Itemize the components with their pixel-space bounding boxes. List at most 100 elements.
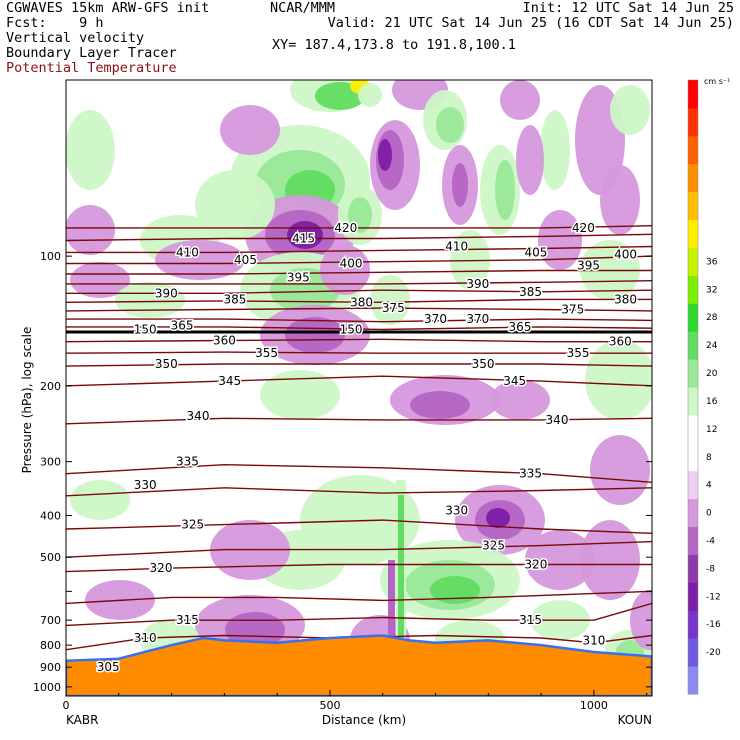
theta-label: 310	[582, 633, 605, 647]
init-time: Init: 12 UTC Sat 14 Jun 25	[522, 0, 734, 16]
w-shade	[452, 163, 468, 207]
theta-label: 325	[181, 518, 204, 532]
colorbar-swatch	[688, 442, 698, 472]
theta-line	[66, 225, 652, 229]
theta-label: 360	[213, 334, 236, 348]
theta-label: 330	[134, 478, 157, 492]
theta-label: 390	[466, 277, 489, 291]
theta-label: 350	[472, 357, 495, 371]
w-shade	[540, 110, 570, 190]
theta-label: 380	[614, 292, 637, 306]
y-axis: 100 200 300 400 500 700 800 900 1000	[33, 250, 652, 694]
theta-line	[66, 289, 652, 294]
theta-label: 355	[567, 346, 590, 360]
colorbar-label: -8	[706, 564, 715, 574]
theta-label: 405	[234, 253, 257, 267]
w-shade	[370, 275, 410, 325]
theta-label: 310	[134, 631, 157, 645]
theta-label: 370	[424, 312, 447, 326]
theta-label: 395	[577, 258, 600, 272]
theta-label: 385	[223, 292, 246, 306]
theta-line	[66, 463, 652, 483]
colorbar-swatch	[688, 582, 698, 611]
colorbar-label: 32	[706, 285, 717, 295]
theta-line	[66, 255, 652, 265]
theta-label: 320	[524, 558, 547, 572]
theta-line	[66, 269, 652, 275]
theta-label: 395	[287, 270, 310, 284]
colorbar-swatch	[688, 191, 698, 221]
x-tick-label: 500	[319, 699, 340, 712]
colorbar-label: -20	[706, 648, 721, 658]
y-tick-label: 300	[40, 456, 61, 469]
theta-line	[66, 375, 652, 387]
colorbar-label: 20	[706, 369, 718, 379]
colorbar-swatch	[688, 610, 698, 639]
theta-label: 375	[382, 301, 405, 315]
theta-label: 345	[503, 374, 526, 388]
forecast-hour: Fcst: 9 h	[6, 15, 104, 31]
x-tick-label: 1000	[580, 699, 608, 712]
theta-label: 355	[255, 346, 278, 360]
w-shade	[430, 576, 480, 604]
right-endpoint-label: KOUN	[618, 713, 652, 727]
colorbar-swatch	[688, 303, 698, 332]
y-tick-label: 800	[40, 639, 61, 652]
colorbar-swatch	[688, 107, 698, 137]
theta-line	[66, 280, 652, 285]
w-shade	[66, 110, 115, 190]
theta-label: 360	[609, 335, 632, 349]
theta-label: 420	[334, 221, 357, 235]
w-shade	[115, 282, 185, 318]
plot-frame	[65, 79, 653, 697]
y-tick-label: 100	[40, 250, 61, 263]
colorbar-swatch	[688, 135, 698, 165]
theta-line	[66, 318, 652, 323]
theta-label: 320	[150, 561, 173, 575]
colorbar-units: cm s⁻¹	[704, 77, 730, 86]
theta-label: 410	[176, 245, 199, 259]
theta-line	[66, 351, 652, 354]
theta-label: 385	[519, 285, 542, 299]
colorbar-label: 16	[706, 397, 718, 407]
w-shade	[195, 170, 275, 240]
theta-label: 405	[524, 245, 547, 259]
y-tick-label: 400	[40, 510, 61, 523]
w-shade	[495, 160, 515, 220]
y-tick-label: 500	[40, 551, 61, 564]
theta-label: 325	[482, 539, 505, 553]
theta-label: 340	[187, 409, 210, 423]
y-axis-label: Pressure (hPa), log scale	[20, 327, 34, 474]
w-shade	[70, 480, 130, 520]
w-shade	[285, 317, 345, 353]
w-shade	[348, 197, 372, 233]
colorbar-swatch	[688, 331, 698, 360]
colorbar-label: -4	[706, 537, 715, 547]
header-center: NCAR/MMM	[270, 1, 335, 16]
valid-time: Valid: 21 UTC Sat 14 Jun 25 (16 CDT Sat …	[327, 15, 734, 31]
colorbar-swatch	[688, 638, 698, 667]
w-shade	[220, 105, 280, 155]
theta-label: 150	[134, 323, 157, 337]
colorbar-swatch	[688, 414, 698, 444]
colorbar-swatch	[688, 470, 698, 500]
theta-label: 150	[340, 323, 363, 337]
w-shade	[500, 80, 540, 120]
w-shade	[225, 612, 285, 648]
w-shade	[66, 205, 115, 255]
theta-line	[66, 602, 652, 627]
theta-label: 375	[561, 303, 584, 317]
theta-line	[66, 563, 652, 573]
theta-line	[66, 338, 652, 343]
theta-label: 330	[445, 504, 468, 518]
x-tick-label: 0	[63, 699, 70, 712]
theta-label: 315	[176, 613, 199, 627]
colorbar-swatch	[688, 163, 698, 193]
theta-line	[66, 233, 652, 242]
w-shade	[410, 391, 470, 419]
colorbar: -20 -16 -12 -8 -4 0 4 8 12 16 20 24 28 32 36	[687, 79, 721, 695]
w-shade	[580, 520, 640, 600]
theta-label: 345	[218, 374, 241, 388]
w-shade	[155, 240, 245, 280]
